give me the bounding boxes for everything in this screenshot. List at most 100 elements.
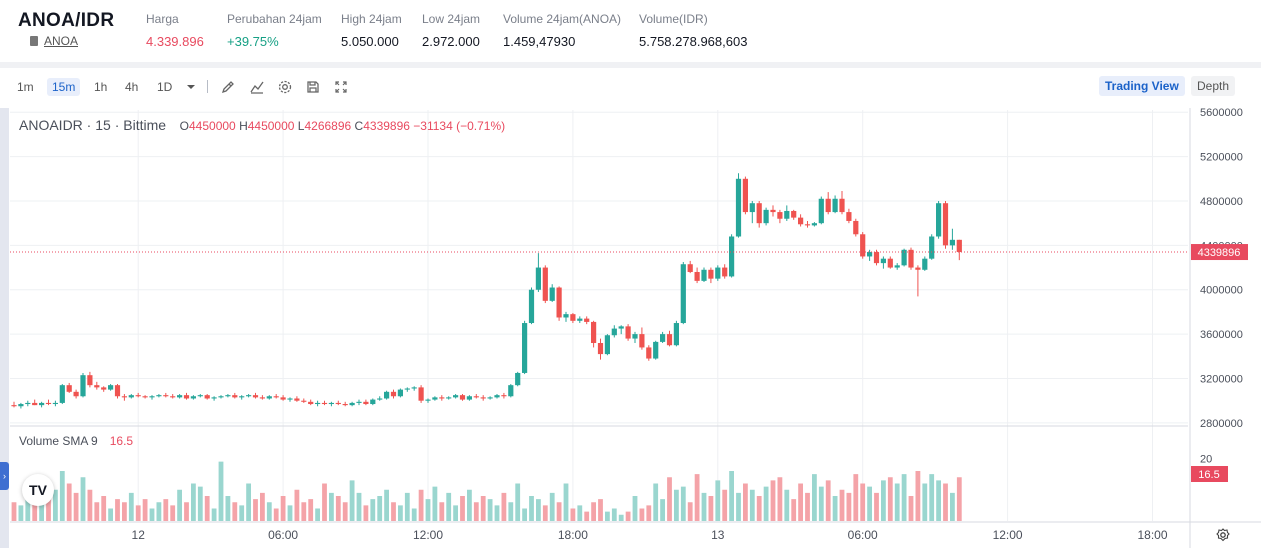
candle-body — [839, 198, 845, 213]
indicators-icon[interactable] — [249, 79, 265, 95]
volume-bar — [611, 508, 617, 521]
candle-body — [128, 395, 134, 398]
volume-bar — [943, 483, 948, 521]
candle-body — [135, 395, 141, 397]
volume-bar — [674, 489, 679, 521]
volume-bar — [894, 483, 900, 521]
volume-bar — [812, 474, 817, 521]
fullscreen-icon[interactable] — [333, 79, 349, 95]
coin-link-label: ANOA — [44, 34, 79, 48]
volume-bar — [473, 502, 479, 521]
interval-1d[interactable]: 1D — [157, 80, 173, 94]
last-price-badge — [1191, 244, 1248, 261]
candle-body — [604, 335, 610, 355]
volume-bar — [349, 480, 355, 521]
x-tick-label: 12:00 — [413, 528, 443, 542]
candle-body — [18, 404, 24, 407]
volume-bar — [329, 492, 334, 521]
trading-view-tab[interactable]: Trading View — [1099, 76, 1185, 96]
market-header: ANOA/IDR ANOA Harga 4.339.896 Perubahan … — [0, 0, 1261, 62]
candle-body — [487, 397, 493, 399]
candle-body — [846, 212, 852, 221]
y-tick-label: 3600000 — [1200, 329, 1243, 341]
stat-label: High 24jam — [341, 12, 402, 26]
volume-bar — [315, 508, 320, 521]
volume-bar — [805, 492, 810, 521]
stat-volume-idr: Volume(IDR) 5.758.278.968,603 — [639, 12, 747, 49]
volume-bar — [73, 492, 79, 521]
volume-bar — [687, 502, 693, 521]
volume-bar — [280, 496, 286, 521]
plot-area — [9, 108, 1191, 548]
save-icon[interactable] — [305, 79, 321, 95]
volume-bar — [480, 496, 486, 521]
candle-body — [922, 258, 928, 270]
candle-body — [446, 397, 452, 399]
y-tick-label: 5600000 — [1200, 107, 1243, 119]
legend-change: −31134 (−0.71%) — [413, 119, 506, 133]
chevron-down-icon[interactable] — [183, 79, 199, 95]
candle-body — [763, 209, 769, 224]
volume-legend: Volume SMA 9 16.5 — [19, 434, 133, 448]
volume-bar — [639, 508, 645, 521]
volume-bar — [798, 483, 803, 521]
collapse-toolbar-tab[interactable]: › — [0, 462, 9, 490]
candle-body — [335, 402, 341, 405]
volume-bar — [356, 492, 362, 521]
volume-bar — [225, 496, 231, 521]
interval-1h[interactable]: 1h — [94, 80, 108, 94]
legend-ohlc: O4450000 H4450000 L4266896 C4339896 −311… — [179, 119, 506, 133]
candle-body — [542, 267, 548, 301]
settings-icon[interactable] — [277, 79, 293, 95]
volume-bar — [501, 492, 507, 521]
candle-body — [832, 198, 838, 213]
document-icon — [30, 36, 38, 46]
candle-body — [287, 398, 293, 400]
candle-body — [163, 395, 169, 397]
interval-1m[interactable]: 1m — [17, 80, 34, 94]
candle-body — [342, 404, 348, 406]
candle-body — [114, 385, 121, 397]
volume-bar — [853, 474, 859, 521]
candle-body — [142, 396, 148, 398]
stat-volume-coin: Volume 24jam(ANOA) 1.459,47930 — [503, 12, 621, 49]
interval-4h[interactable]: 4h — [125, 80, 139, 94]
legend-symbol: ANOAIDR · 15 · Bittime — [19, 117, 167, 133]
volume-bar — [667, 477, 672, 521]
chart-settings-icon[interactable] — [1215, 527, 1231, 543]
candle-body — [384, 391, 390, 399]
draw-icon[interactable] — [220, 79, 236, 95]
coin-link[interactable]: ANOA — [30, 34, 79, 48]
y-tick-label: 4800000 — [1200, 196, 1243, 208]
depth-tab[interactable]: Depth — [1191, 76, 1236, 96]
volume-bar — [950, 492, 955, 521]
candle-body — [804, 224, 811, 226]
candle-body — [246, 395, 252, 397]
volume-bar — [177, 489, 182, 521]
volume-bar — [260, 492, 265, 521]
tradingview-logo[interactable]: TV — [22, 474, 54, 506]
candle-body — [411, 387, 417, 389]
candle-body — [439, 397, 445, 399]
volume-bar — [522, 508, 527, 521]
candle-body — [742, 178, 748, 213]
left-strip — [0, 108, 9, 548]
volume-bar — [722, 489, 728, 521]
candle-body — [687, 264, 693, 272]
volume-bar — [108, 508, 113, 521]
candle-body — [577, 318, 583, 321]
volume-bar — [384, 489, 389, 521]
candle-body — [87, 375, 93, 386]
volume-bar — [529, 496, 534, 521]
candle-body — [701, 269, 707, 281]
volume-bar — [342, 502, 348, 521]
volume-bar — [874, 492, 879, 521]
candle-body — [170, 396, 176, 398]
volume-bar — [163, 499, 169, 521]
interval-15m[interactable]: 15m — [47, 78, 81, 96]
candle-body — [11, 405, 17, 407]
volume-bar — [460, 496, 465, 521]
volume-bar — [487, 499, 493, 521]
volume-bar — [404, 492, 410, 521]
